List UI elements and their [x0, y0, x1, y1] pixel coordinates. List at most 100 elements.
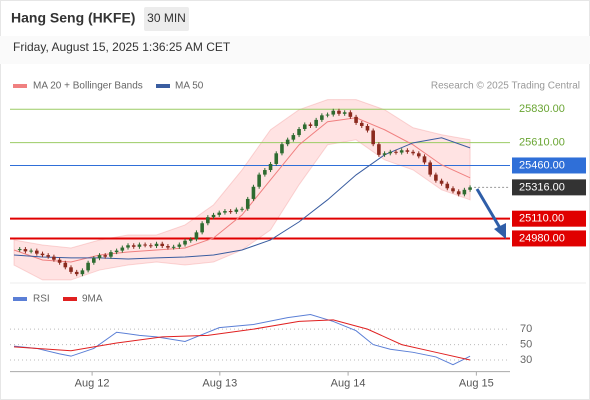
candle	[348, 112, 353, 117]
candle	[149, 245, 153, 247]
candle	[405, 150, 410, 152]
candle	[285, 139, 290, 145]
candle	[388, 151, 393, 154]
candle	[23, 249, 28, 252]
candle	[74, 271, 79, 275]
interval[interactable]: 30 MIN	[147, 11, 186, 25]
candle	[371, 130, 375, 145]
candle	[228, 211, 233, 213]
candle	[120, 247, 125, 251]
candle	[211, 214, 216, 218]
interval-box[interactable]	[144, 7, 189, 31]
candle	[377, 144, 381, 155]
candle	[234, 209, 239, 212]
candle	[137, 244, 142, 247]
ma-line	[13, 137, 471, 260]
candle	[52, 256, 56, 260]
candle	[439, 180, 444, 184]
candle	[17, 249, 22, 251]
legend-swatch	[63, 297, 77, 301]
candle	[416, 153, 421, 157]
legend-swatch	[13, 297, 27, 301]
legend-label: MA 20 + Bollinger Bands	[33, 81, 143, 92]
candle	[468, 187, 472, 190]
candle	[143, 244, 147, 246]
candle	[109, 252, 113, 257]
level-label: 25830.00	[519, 103, 565, 115]
title: Hang Seng (HKFE)	[11, 10, 135, 26]
candle	[314, 119, 318, 126]
candle	[188, 239, 193, 241]
candle	[114, 250, 119, 253]
candle	[263, 170, 267, 175]
candle	[451, 188, 455, 192]
candle	[399, 150, 404, 153]
level-label: 25316.00	[519, 181, 565, 193]
level-box	[512, 230, 586, 247]
candle	[342, 112, 347, 114]
candle	[291, 135, 296, 140]
candle	[154, 243, 159, 247]
legend-swatch	[156, 84, 170, 88]
candle	[240, 208, 244, 210]
candle	[411, 151, 415, 154]
candle	[456, 191, 461, 195]
candle	[69, 267, 73, 272]
x-tick-label: Aug 14	[331, 378, 366, 390]
candle	[359, 122, 364, 126]
candle	[280, 144, 284, 154]
timestamp: Friday, August 15, 2025 1:36:25 AM CET	[13, 40, 231, 54]
level-box	[512, 157, 586, 174]
timestamp-bar	[0, 36, 590, 64]
candle	[86, 262, 90, 271]
candle	[268, 163, 273, 171]
candle	[325, 114, 330, 116]
legend-swatch	[13, 84, 27, 88]
forecast-arrow	[475, 188, 506, 239]
legend-label: MA 50	[175, 81, 204, 92]
level-label: 24980.00	[519, 232, 565, 244]
candle	[308, 124, 313, 126]
level-box	[512, 210, 586, 227]
candle	[365, 125, 370, 131]
candle	[354, 116, 358, 123]
candle	[160, 243, 165, 247]
candle	[29, 250, 33, 252]
series-line	[13, 313, 471, 366]
level-label: 25110.00	[519, 213, 564, 225]
candle	[35, 250, 39, 254]
candle	[434, 174, 438, 181]
candle	[394, 151, 398, 153]
ma-line	[13, 117, 471, 263]
candle	[422, 156, 427, 163]
candle	[297, 129, 301, 136]
level-label: 25460.00	[519, 159, 565, 171]
y-tick-label: 30	[520, 354, 532, 366]
candle	[382, 153, 387, 155]
x-tick-label: Aug 12	[75, 378, 110, 390]
candle	[320, 115, 324, 120]
level-label: 25610.00	[519, 137, 565, 149]
candle	[80, 270, 85, 275]
candle	[245, 198, 250, 209]
level-box	[512, 179, 586, 196]
candle	[331, 110, 336, 115]
candle	[206, 217, 210, 224]
candle	[257, 174, 261, 187]
candle	[462, 189, 467, 195]
source: Research © 2025 Trading Central	[431, 81, 580, 92]
legend-label: RSI	[33, 294, 50, 305]
candle	[46, 255, 51, 257]
candle	[40, 253, 45, 256]
candle	[63, 262, 68, 268]
candle	[103, 255, 108, 257]
legend-label: 9MA	[82, 294, 103, 305]
x-tick-label: Aug 15	[459, 378, 494, 390]
candle	[302, 124, 307, 129]
bollinger-band	[13, 99, 471, 281]
candle	[92, 258, 96, 263]
candle	[166, 246, 170, 248]
candle	[274, 153, 279, 164]
